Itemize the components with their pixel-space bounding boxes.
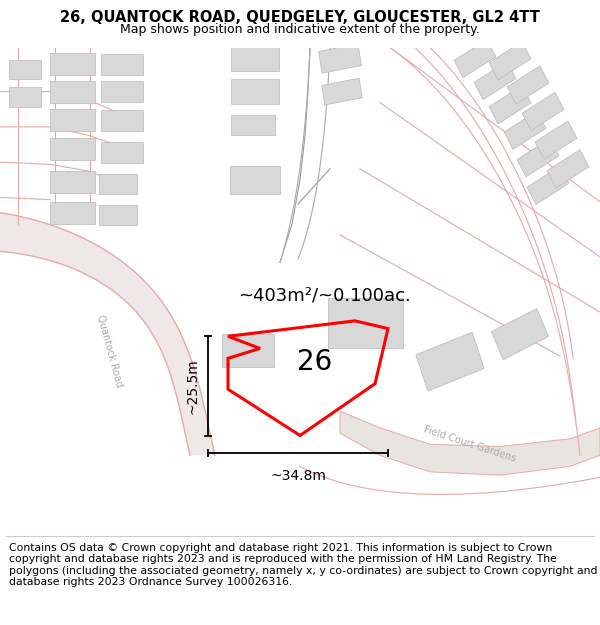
Text: Field Court Gardens: Field Court Gardens xyxy=(422,424,517,464)
Polygon shape xyxy=(49,109,95,131)
Polygon shape xyxy=(230,166,280,194)
Polygon shape xyxy=(319,44,361,73)
Polygon shape xyxy=(535,121,577,159)
Polygon shape xyxy=(474,61,516,99)
Text: Map shows position and indicative extent of the property.: Map shows position and indicative extent… xyxy=(120,22,480,36)
Polygon shape xyxy=(99,174,137,194)
Polygon shape xyxy=(491,309,548,360)
Polygon shape xyxy=(0,213,215,456)
Polygon shape xyxy=(49,202,95,224)
Text: ~25.5m: ~25.5m xyxy=(186,358,200,414)
Polygon shape xyxy=(9,59,41,79)
Polygon shape xyxy=(9,87,41,107)
Polygon shape xyxy=(49,81,95,102)
Polygon shape xyxy=(507,66,549,104)
Polygon shape xyxy=(101,142,143,162)
Polygon shape xyxy=(101,54,143,74)
Text: Contains OS data © Crown copyright and database right 2021. This information is : Contains OS data © Crown copyright and d… xyxy=(9,542,598,588)
Text: ~34.8m: ~34.8m xyxy=(270,469,326,482)
Polygon shape xyxy=(454,39,496,78)
Text: Quantock Road: Quantock Road xyxy=(95,313,124,388)
Polygon shape xyxy=(489,86,531,124)
Polygon shape xyxy=(328,298,403,348)
Text: 26: 26 xyxy=(298,348,332,376)
Text: ~403m²/~0.100ac.: ~403m²/~0.100ac. xyxy=(238,286,411,304)
Polygon shape xyxy=(222,334,274,367)
Polygon shape xyxy=(322,78,362,105)
Polygon shape xyxy=(522,92,564,131)
Polygon shape xyxy=(547,149,589,188)
Polygon shape xyxy=(101,81,143,102)
Text: 26, QUANTOCK ROAD, QUEDGELEY, GLOUCESTER, GL2 4TT: 26, QUANTOCK ROAD, QUEDGELEY, GLOUCESTER… xyxy=(60,11,540,26)
Polygon shape xyxy=(49,53,95,75)
Polygon shape xyxy=(231,46,279,71)
Polygon shape xyxy=(49,138,95,160)
Polygon shape xyxy=(517,139,559,177)
Polygon shape xyxy=(416,332,484,391)
Polygon shape xyxy=(340,411,600,475)
Polygon shape xyxy=(504,111,546,149)
Polygon shape xyxy=(101,110,143,131)
Polygon shape xyxy=(231,115,275,134)
Polygon shape xyxy=(231,79,279,104)
Polygon shape xyxy=(49,171,95,193)
Polygon shape xyxy=(99,205,137,225)
Polygon shape xyxy=(489,42,531,80)
Polygon shape xyxy=(527,166,569,204)
